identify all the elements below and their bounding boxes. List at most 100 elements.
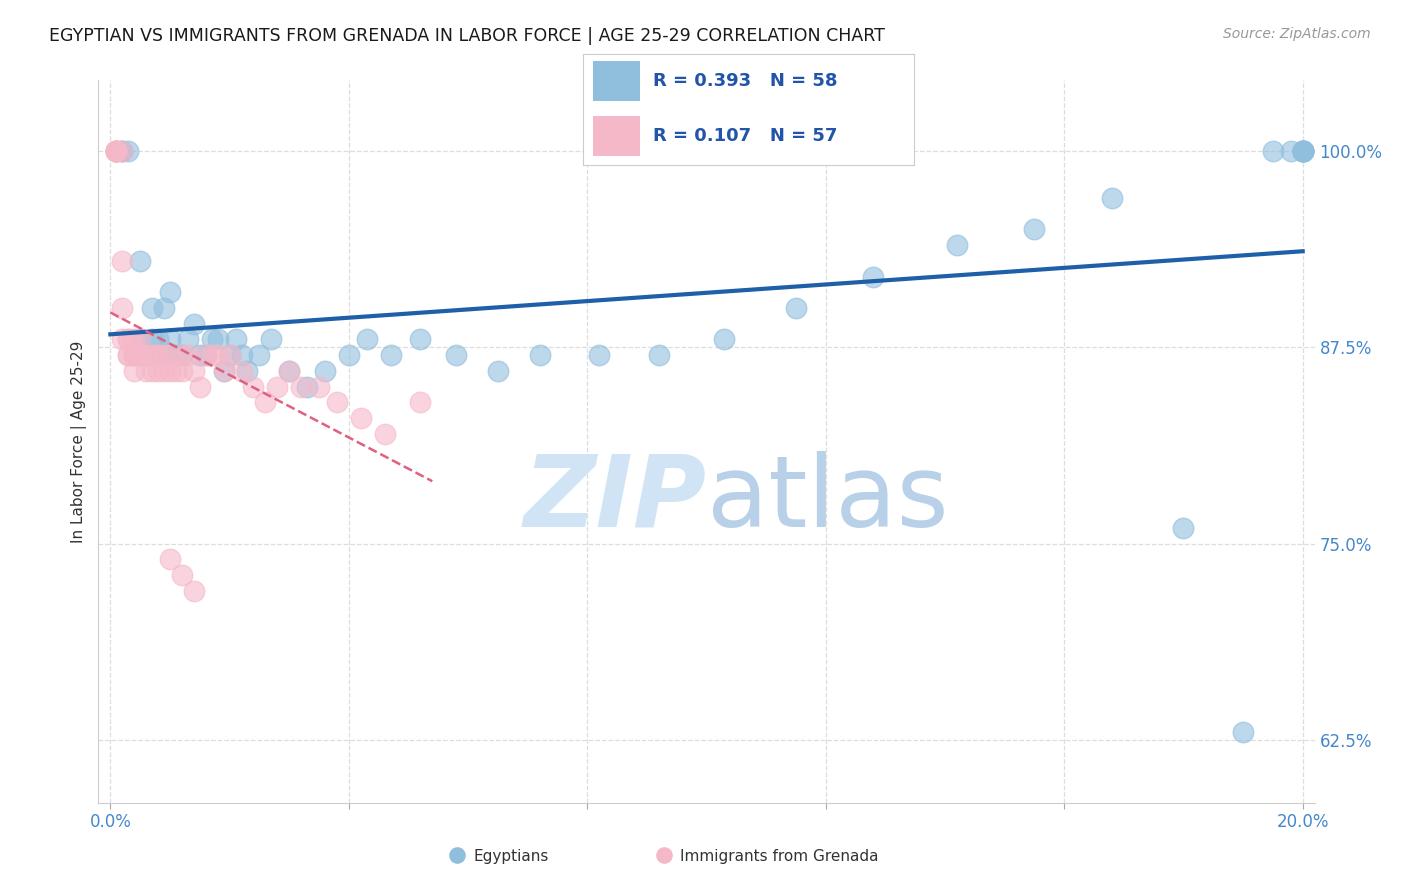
Point xyxy=(141,301,163,315)
Point xyxy=(135,348,157,362)
Point xyxy=(129,333,152,347)
Point xyxy=(380,348,402,362)
Point xyxy=(146,364,169,378)
Point xyxy=(295,379,318,393)
Point xyxy=(201,333,224,347)
Point xyxy=(122,348,145,362)
Point xyxy=(117,348,139,362)
Point xyxy=(1292,144,1315,158)
Point xyxy=(713,333,735,347)
Point xyxy=(122,333,145,347)
Point xyxy=(444,348,467,362)
Point xyxy=(111,144,134,158)
Point xyxy=(374,426,396,441)
Point xyxy=(105,144,128,158)
Point xyxy=(207,333,229,347)
Point xyxy=(135,348,157,362)
Point xyxy=(1292,144,1315,158)
Point xyxy=(111,144,134,158)
Point xyxy=(356,333,378,347)
Point xyxy=(254,395,277,409)
Point xyxy=(242,379,264,393)
Point xyxy=(337,348,360,362)
Point xyxy=(111,144,134,158)
Point xyxy=(105,144,128,158)
Point xyxy=(201,348,224,362)
Point xyxy=(529,348,551,362)
Point xyxy=(183,317,205,331)
Point xyxy=(785,301,807,315)
Point xyxy=(1024,222,1046,236)
Point xyxy=(146,348,169,362)
Point xyxy=(105,144,128,158)
Point xyxy=(225,333,247,347)
Text: EGYPTIAN VS IMMIGRANTS FROM GRENADA IN LABOR FORCE | AGE 25-29 CORRELATION CHART: EGYPTIAN VS IMMIGRANTS FROM GRENADA IN L… xyxy=(49,27,886,45)
Point xyxy=(135,348,157,362)
Text: Immigrants from Grenada: Immigrants from Grenada xyxy=(679,849,879,864)
Point xyxy=(177,348,200,362)
Point xyxy=(247,348,270,362)
Point xyxy=(159,333,181,347)
Point xyxy=(486,364,509,378)
Point xyxy=(159,348,181,362)
FancyBboxPatch shape xyxy=(593,62,640,102)
Point xyxy=(1292,144,1315,158)
Point xyxy=(260,333,283,347)
Text: ZIP: ZIP xyxy=(523,450,707,548)
Point xyxy=(165,348,187,362)
Point xyxy=(290,379,312,393)
Point xyxy=(146,348,169,362)
Point xyxy=(236,364,259,378)
Point xyxy=(105,144,128,158)
Point xyxy=(122,348,145,362)
Point xyxy=(135,364,157,378)
Point xyxy=(170,348,193,362)
Point xyxy=(159,285,181,300)
Point xyxy=(153,364,176,378)
Point xyxy=(1232,725,1254,739)
Point xyxy=(218,348,240,362)
Point xyxy=(1292,144,1315,158)
Point xyxy=(266,379,288,393)
Point xyxy=(159,364,181,378)
Point xyxy=(194,348,217,362)
Point xyxy=(153,348,176,362)
Point xyxy=(105,144,128,158)
FancyBboxPatch shape xyxy=(593,116,640,156)
Point xyxy=(218,348,240,362)
Point xyxy=(141,333,163,347)
Point xyxy=(159,552,181,566)
Point xyxy=(212,364,235,378)
Point xyxy=(129,348,152,362)
Point xyxy=(231,348,253,362)
Point xyxy=(117,348,139,362)
Point xyxy=(141,364,163,378)
Point xyxy=(212,364,235,378)
Point xyxy=(1292,144,1315,158)
Point xyxy=(105,144,128,158)
Text: R = 0.393   N = 58: R = 0.393 N = 58 xyxy=(652,72,838,90)
Point xyxy=(1279,144,1302,158)
Point xyxy=(111,253,134,268)
Point xyxy=(170,348,193,362)
Point xyxy=(153,301,176,315)
Point xyxy=(350,411,373,425)
Point xyxy=(170,568,193,582)
Point xyxy=(194,348,217,362)
Text: atlas: atlas xyxy=(707,450,948,548)
Point xyxy=(122,364,145,378)
Point xyxy=(1101,191,1123,205)
Point xyxy=(278,364,301,378)
Point xyxy=(177,333,200,347)
Point xyxy=(141,348,163,362)
Point xyxy=(314,364,336,378)
Point xyxy=(111,333,134,347)
Point xyxy=(117,333,139,347)
Point xyxy=(170,364,193,378)
Point xyxy=(183,583,205,598)
Point xyxy=(648,348,671,362)
Y-axis label: In Labor Force | Age 25-29: In Labor Force | Age 25-29 xyxy=(72,341,87,542)
Point xyxy=(129,253,152,268)
Point xyxy=(409,333,432,347)
Point xyxy=(111,301,134,315)
